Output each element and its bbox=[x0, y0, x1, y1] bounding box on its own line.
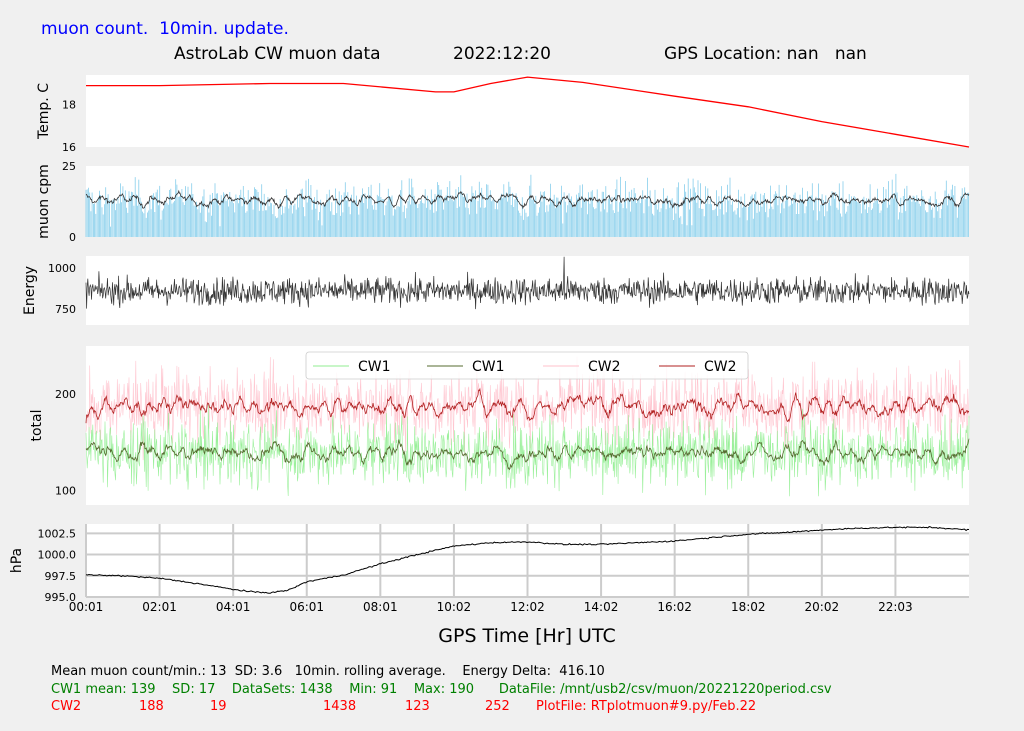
total-ytick-label: 200 bbox=[55, 388, 76, 401]
legend-box bbox=[305, 351, 749, 380]
legend-label: CW2 bbox=[588, 359, 621, 375]
footer-cw2-name: CW2 bbox=[51, 699, 82, 714]
cw1-raw-line bbox=[85, 404, 970, 497]
temp-ylabel: Temp. C bbox=[36, 83, 52, 140]
x-tick-label: 08:01 bbox=[363, 600, 398, 614]
chart-title-gps: GPS Location: nan nan bbox=[664, 44, 867, 64]
energy-line bbox=[85, 256, 970, 310]
cw1-average-line bbox=[85, 438, 970, 471]
temp-ytick-label: 18 bbox=[62, 99, 76, 112]
footer-cw2-plotfile: PlotFile: RTplotmuon#9.py/Feb.22 bbox=[536, 699, 757, 714]
temp-line bbox=[86, 76, 970, 148]
x-axis-title: GPS Time [Hr] UTC bbox=[438, 625, 615, 647]
chart-title-left: AstroLab CW muon data bbox=[174, 44, 381, 64]
footer-cw2-sd: 19 bbox=[210, 699, 227, 714]
footer-cw1: CW1 mean: 139 SD: 17 DataSets: 1438 Min:… bbox=[51, 682, 832, 697]
muon-ylabel: muon cpm bbox=[36, 164, 52, 239]
legend-label: CW2 bbox=[704, 359, 737, 375]
muon-bars bbox=[85, 173, 969, 237]
energy-ytick-label: 1000 bbox=[48, 262, 76, 275]
x-tick-label: 16:02 bbox=[657, 600, 692, 614]
cw2-average-line bbox=[85, 387, 970, 424]
chart-title-date: 2022:12:20 bbox=[453, 44, 551, 64]
temp-ytick-label: 16 bbox=[62, 141, 76, 154]
x-tick-label: 06:01 bbox=[289, 600, 324, 614]
footer-cw2-min: 123 bbox=[405, 699, 430, 714]
x-tick-label: 14:02 bbox=[584, 600, 619, 614]
legend-label: CW1 bbox=[358, 359, 391, 375]
pressure-line bbox=[85, 526, 970, 594]
pressure-ylabel: hPa bbox=[9, 548, 25, 573]
x-tick-label: 10:02 bbox=[437, 600, 472, 614]
total-ytick-label: 100 bbox=[55, 485, 76, 498]
muon-rolling-average bbox=[85, 189, 970, 210]
energy-ylabel: Energy bbox=[22, 266, 38, 315]
top-label: muon count. 10min. update. bbox=[41, 19, 289, 39]
total-ylabel: total bbox=[29, 409, 45, 441]
x-tick-label: 12:02 bbox=[510, 600, 545, 614]
pressure-ytick-label: 1002.5 bbox=[38, 527, 77, 540]
x-tick-label: 00:01 bbox=[69, 600, 104, 614]
x-tick-label: 02:01 bbox=[142, 600, 177, 614]
temp-panel bbox=[86, 75, 969, 147]
muon-ytick-label: 0 bbox=[69, 231, 76, 244]
cw2-raw-line bbox=[85, 356, 970, 461]
pressure-ytick-label: 997.5 bbox=[45, 570, 77, 583]
x-tick-label: 22:03 bbox=[878, 600, 913, 614]
x-tick-label: 18:02 bbox=[731, 600, 766, 614]
footer-cw2-datasets: 1438 bbox=[323, 699, 357, 714]
pressure-ytick-label: 995.0 bbox=[45, 591, 77, 604]
footer-cw2: CW2 188 19 1438 123 252 PlotFile: RTplot… bbox=[0, 700, 1024, 716]
energy-ytick-label: 750 bbox=[55, 303, 76, 316]
muon-ytick-label: 25 bbox=[62, 160, 76, 173]
footer-cw2-mean: 188 bbox=[139, 699, 164, 714]
legend-label: CW1 bbox=[472, 359, 505, 375]
footer-summary: Mean muon count/min.: 13 SD: 3.6 10min. … bbox=[51, 664, 605, 679]
x-tick-label: 20:02 bbox=[805, 600, 840, 614]
footer-cw2-max: 252 bbox=[485, 699, 510, 714]
x-tick-label: 04:01 bbox=[216, 600, 251, 614]
pressure-ytick-label: 1000.0 bbox=[38, 549, 77, 562]
